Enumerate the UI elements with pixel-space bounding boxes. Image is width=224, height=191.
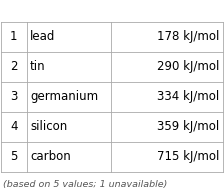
- Text: silicon: silicon: [30, 120, 67, 134]
- Text: 715 kJ/mol: 715 kJ/mol: [157, 150, 220, 163]
- Text: carbon: carbon: [30, 150, 71, 163]
- Text: tin: tin: [30, 60, 46, 74]
- Text: 178 kJ/mol: 178 kJ/mol: [157, 30, 220, 44]
- Text: 1: 1: [10, 30, 18, 44]
- Text: 3: 3: [10, 90, 17, 104]
- Text: (based on 5 values; 1 unavailable): (based on 5 values; 1 unavailable): [3, 180, 168, 189]
- Text: 4: 4: [10, 120, 18, 134]
- Text: 334 kJ/mol: 334 kJ/mol: [157, 90, 220, 104]
- Text: 2: 2: [10, 60, 18, 74]
- Text: 359 kJ/mol: 359 kJ/mol: [157, 120, 220, 134]
- Text: 5: 5: [10, 150, 17, 163]
- Text: 290 kJ/mol: 290 kJ/mol: [157, 60, 220, 74]
- Text: lead: lead: [30, 30, 55, 44]
- Text: germanium: germanium: [30, 90, 98, 104]
